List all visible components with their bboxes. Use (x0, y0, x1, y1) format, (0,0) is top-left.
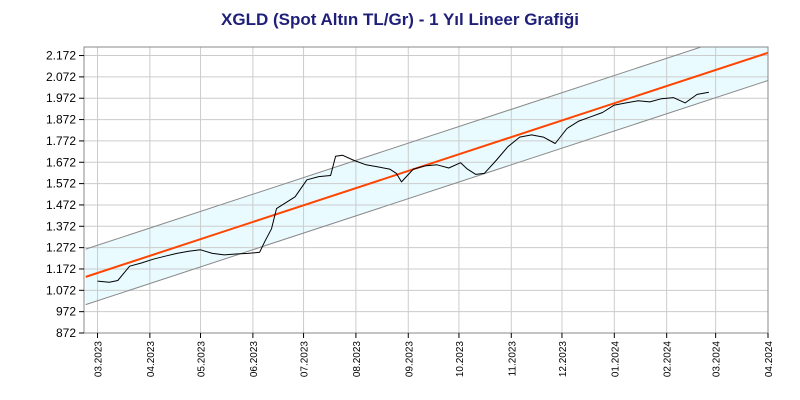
y-tick-label: 1.772 (46, 134, 76, 148)
y-tick-label: 2.072 (46, 70, 76, 84)
x-tick-label: 05.2023 (197, 341, 208, 378)
grid-layer (84, 47, 769, 334)
x-tick-label: 07.2023 (300, 341, 311, 378)
plot-frame (83, 46, 769, 334)
axis-layer: 872 972 1.072 1.172 1.272 1.372 1.472 1.572 1.67… (46, 46, 775, 378)
chart-title: XGLD (Spot Altın TL/Gr) - 1 Yıl Lineer G… (221, 10, 579, 29)
y-tick-label: 1.172 (46, 262, 76, 276)
y-tick-label: 1.672 (46, 155, 76, 169)
x-tick-label: 10.2023 (455, 341, 466, 378)
channel-lower-line (85, 80, 768, 306)
x-tick-label: 01.2024 (610, 341, 621, 378)
y-tick-label: 1.272 (46, 241, 76, 255)
y-tick-label: 1.072 (46, 283, 76, 297)
x-tick-label: 06.2023 (249, 341, 260, 378)
y-tick-label: 972 (56, 305, 76, 319)
y-tick-label: 1.872 (46, 113, 76, 127)
x-tick-label: 08.2023 (352, 341, 363, 378)
price-line (97, 91, 709, 283)
x-tick-label: 02.2024 (663, 341, 674, 378)
channel-band (85, 47, 768, 305)
channel-upper-line (85, 47, 703, 250)
y-tick-label: 2.172 (46, 49, 76, 63)
x-tick-label: 04.2023 (146, 341, 157, 378)
y-tick-label: 1.972 (46, 91, 76, 105)
x-tick-label: 04.2024 (764, 341, 775, 378)
line-layer (85, 47, 768, 306)
x-tick-label: 03.2024 (712, 341, 723, 378)
y-tick-label: 1.572 (46, 177, 76, 191)
regression-line (85, 51, 768, 278)
channel-layer (85, 47, 768, 305)
y-tick-label: 1.472 (46, 198, 76, 212)
x-tick-label: 12.2023 (558, 341, 569, 378)
x-tick-label: 03.2023 (94, 341, 105, 378)
x-tick-label: 11.2023 (507, 341, 518, 377)
y-tick-label: 1.372 (46, 219, 76, 233)
x-tick-label: 09.2023 (404, 341, 415, 378)
y-tick-label: 872 (56, 326, 76, 340)
